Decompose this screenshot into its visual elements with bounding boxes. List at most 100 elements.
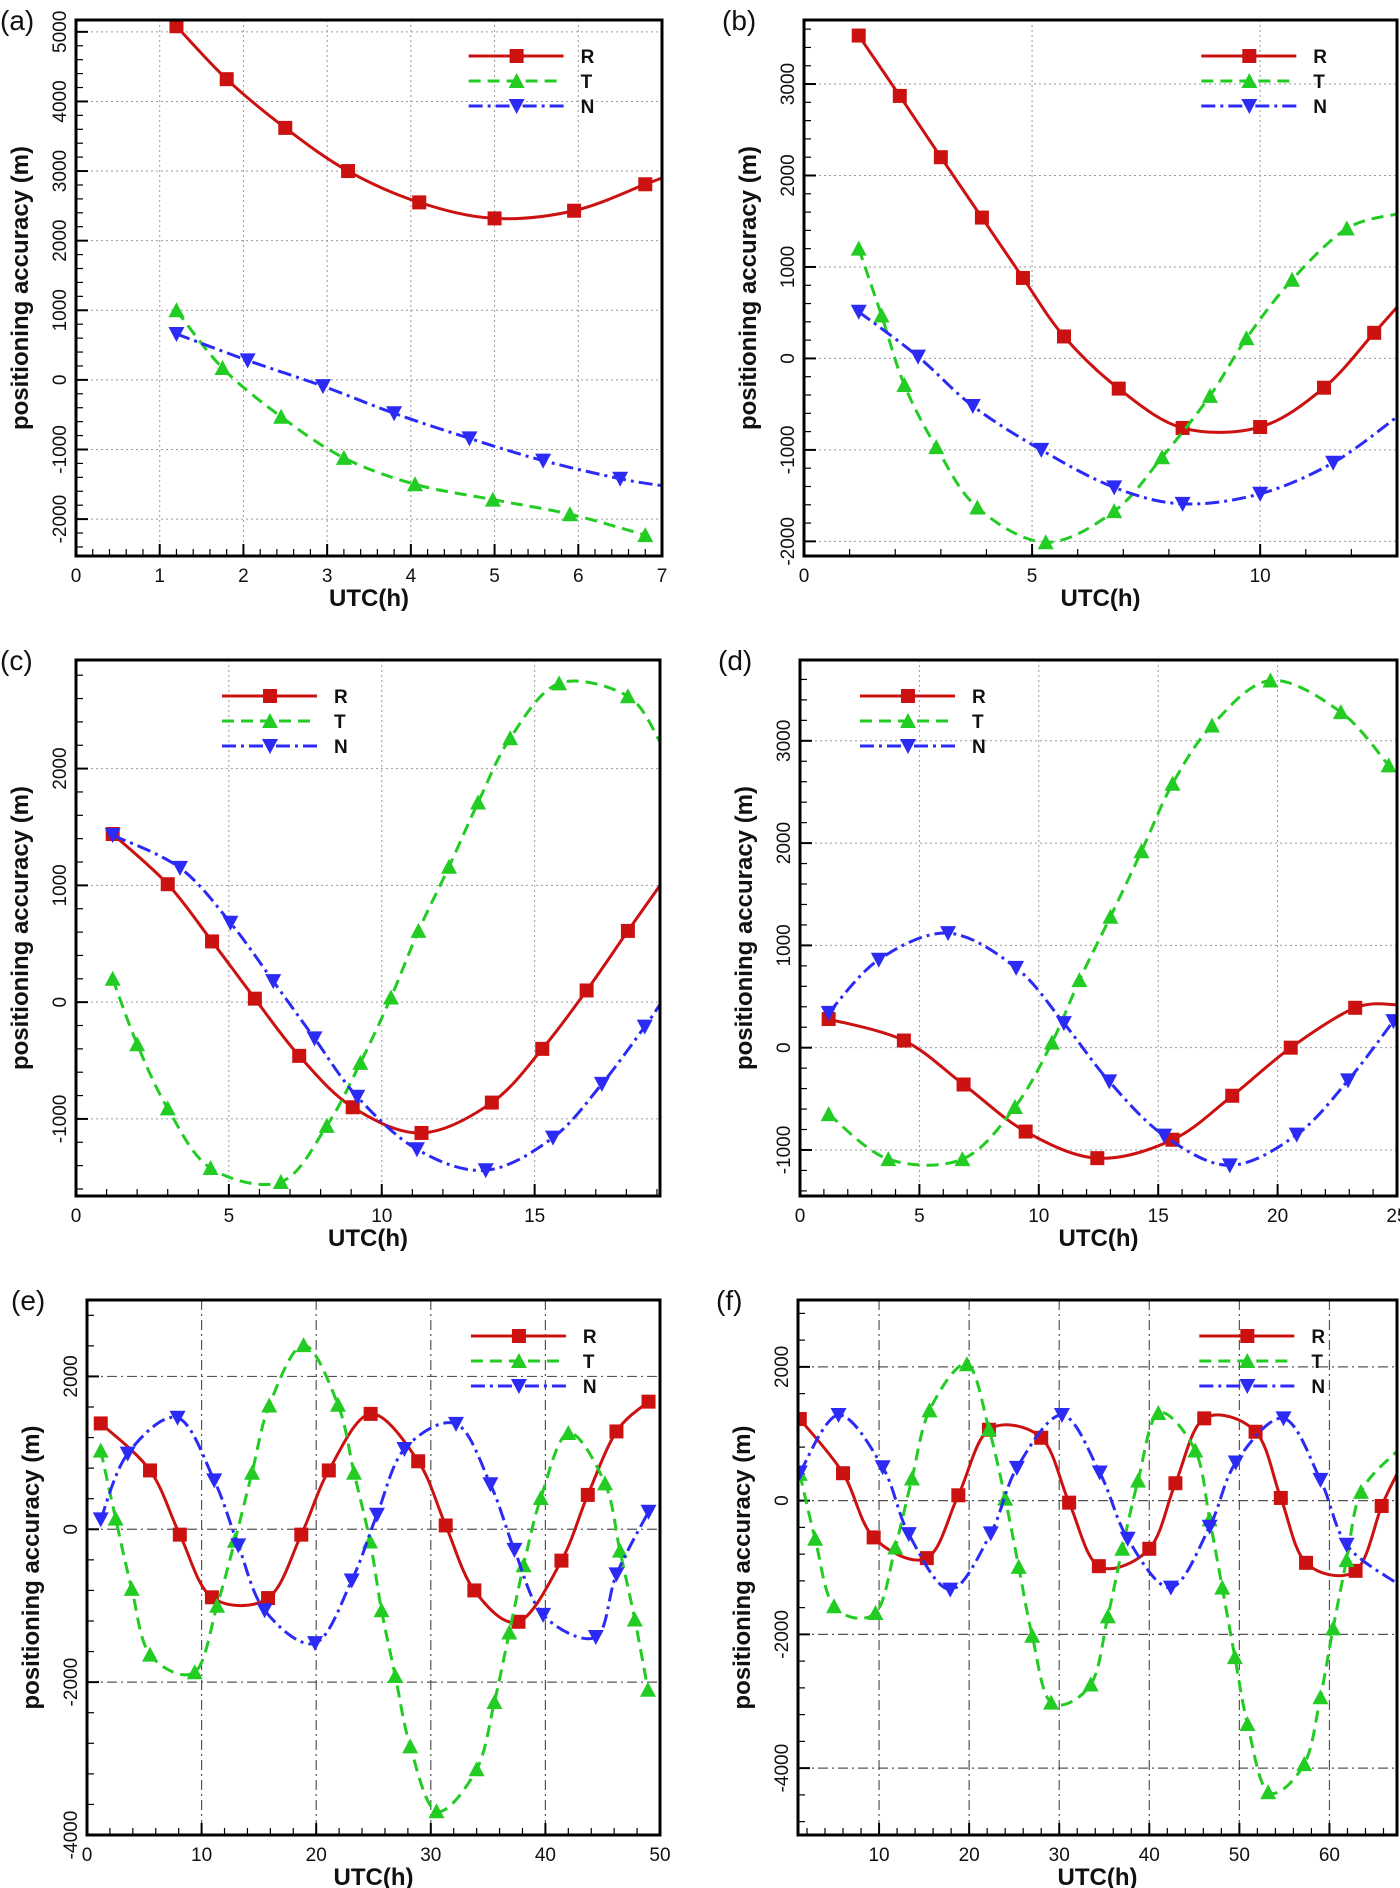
- data-point-T: [1133, 843, 1150, 859]
- data-point-N: [1055, 1016, 1072, 1032]
- panel-label: (f): [716, 1285, 742, 1316]
- data-point-N: [1162, 1580, 1179, 1596]
- y-tick-label: 1000: [50, 289, 71, 331]
- data-point-N: [343, 1573, 360, 1589]
- legend-marker-N: [262, 739, 278, 754]
- series-N: [92, 1410, 657, 1652]
- data-point-R: [1168, 1476, 1183, 1491]
- x-tick-label: 4: [406, 566, 417, 587]
- legend-label: N: [972, 737, 986, 758]
- data-point-N: [850, 304, 867, 320]
- legend: RTN: [1201, 47, 1327, 118]
- y-tick-label: 0: [61, 1524, 82, 1535]
- y-tick-label: -1000: [50, 425, 71, 474]
- data-point-T: [820, 1106, 837, 1122]
- legend-label: T: [583, 1352, 595, 1373]
- data-point-N: [964, 398, 981, 414]
- x-tick-label: 0: [71, 566, 82, 587]
- data-point-T: [596, 1475, 613, 1491]
- x-tick-label: 10: [868, 1845, 889, 1866]
- legend-label: T: [581, 72, 593, 93]
- data-point-R: [414, 1125, 429, 1140]
- legend-label: T: [334, 712, 346, 733]
- data-point-T: [346, 1464, 363, 1480]
- data-point-R: [1348, 1000, 1363, 1015]
- data-point-N: [256, 1603, 273, 1619]
- chart-panel: 0 10 20 30 40 50 -4000 -2000 0 2000 UTC(h) position…: [11, 1285, 671, 1888]
- series-N: [850, 304, 1397, 512]
- x-tick-label: 40: [1139, 1845, 1160, 1866]
- x-tick-label: 3: [322, 566, 333, 587]
- data-point-N: [820, 1005, 837, 1021]
- legend-label: N: [1313, 97, 1327, 118]
- panel-label: (a): [0, 5, 34, 36]
- data-point-T: [1130, 1472, 1147, 1488]
- legend-marker-R: [263, 689, 277, 703]
- data-point-T: [1332, 704, 1349, 720]
- data-point-N: [1008, 960, 1025, 976]
- legend: RTN: [470, 1327, 597, 1398]
- data-point-R: [836, 1466, 851, 1481]
- data-point-T: [1037, 534, 1054, 550]
- y-axis-label: positioning accuracy (m): [18, 1425, 45, 1709]
- data-point-R: [204, 1590, 219, 1605]
- data-point-R: [638, 177, 653, 192]
- y-tick-label: -2000: [772, 1610, 793, 1659]
- data-point-T: [880, 1151, 897, 1167]
- data-point-T: [873, 307, 890, 323]
- data-point-N: [265, 974, 282, 990]
- data-point-T: [502, 730, 519, 746]
- data-point-T: [561, 506, 578, 522]
- x-tick-label: 30: [420, 1845, 441, 1866]
- data-point-N: [636, 1019, 653, 1035]
- data-point-N: [477, 1163, 494, 1179]
- data-point-T: [129, 1036, 146, 1052]
- x-tick-label: 5: [914, 1206, 925, 1227]
- y-tick-label: 5000: [50, 11, 71, 53]
- series-line-R: [99, 1400, 650, 1624]
- legend-label: N: [334, 737, 348, 758]
- legend-marker-T: [510, 1353, 527, 1368]
- x-axis-label: UTC(h): [1061, 585, 1141, 612]
- data-point-T: [486, 1694, 503, 1710]
- data-point-R: [851, 28, 866, 43]
- y-tick-label: 2000: [50, 747, 71, 789]
- data-point-T: [1187, 1442, 1204, 1458]
- x-tick-label: 7: [657, 566, 668, 587]
- data-point-N: [222, 915, 239, 931]
- data-point-T: [123, 1580, 140, 1596]
- data-point-R: [1253, 420, 1268, 435]
- x-axis-label: UTC(h): [1059, 1225, 1139, 1252]
- data-point-T: [826, 1598, 843, 1614]
- data-point-N: [544, 1130, 561, 1146]
- y-tick-label: -1000: [50, 1095, 71, 1144]
- data-point-N: [982, 1526, 999, 1542]
- x-tick-label: 20: [306, 1845, 327, 1866]
- data-point-T: [532, 1489, 549, 1505]
- legend-marker-N: [510, 1379, 527, 1394]
- data-point-T: [470, 794, 487, 810]
- data-point-N: [798, 1465, 808, 1481]
- data-point-R: [172, 1527, 187, 1542]
- series-R: [169, 20, 662, 226]
- data-point-R: [411, 1454, 426, 1469]
- data-point-N: [1340, 1073, 1357, 1089]
- x-tick-label: 15: [1148, 1206, 1169, 1227]
- data-point-T: [428, 1803, 445, 1819]
- x-axis-label: UTC(h): [1058, 1864, 1138, 1888]
- data-point-R: [1090, 1151, 1105, 1166]
- data-point-T: [272, 1173, 289, 1189]
- series-line-T: [798, 1362, 1397, 1796]
- data-point-T: [1338, 220, 1355, 236]
- data-point-R: [1175, 420, 1190, 435]
- data-point-N: [900, 1527, 917, 1543]
- data-point-T: [387, 1668, 404, 1684]
- data-point-R: [933, 150, 948, 165]
- x-tick-label: 10: [191, 1845, 212, 1866]
- data-point-T: [407, 476, 424, 492]
- y-tick-label: 2000: [61, 1355, 82, 1397]
- x-tick-label: 10: [371, 1206, 392, 1227]
- x-tick-label: 2: [238, 566, 249, 587]
- data-point-T: [1106, 503, 1123, 519]
